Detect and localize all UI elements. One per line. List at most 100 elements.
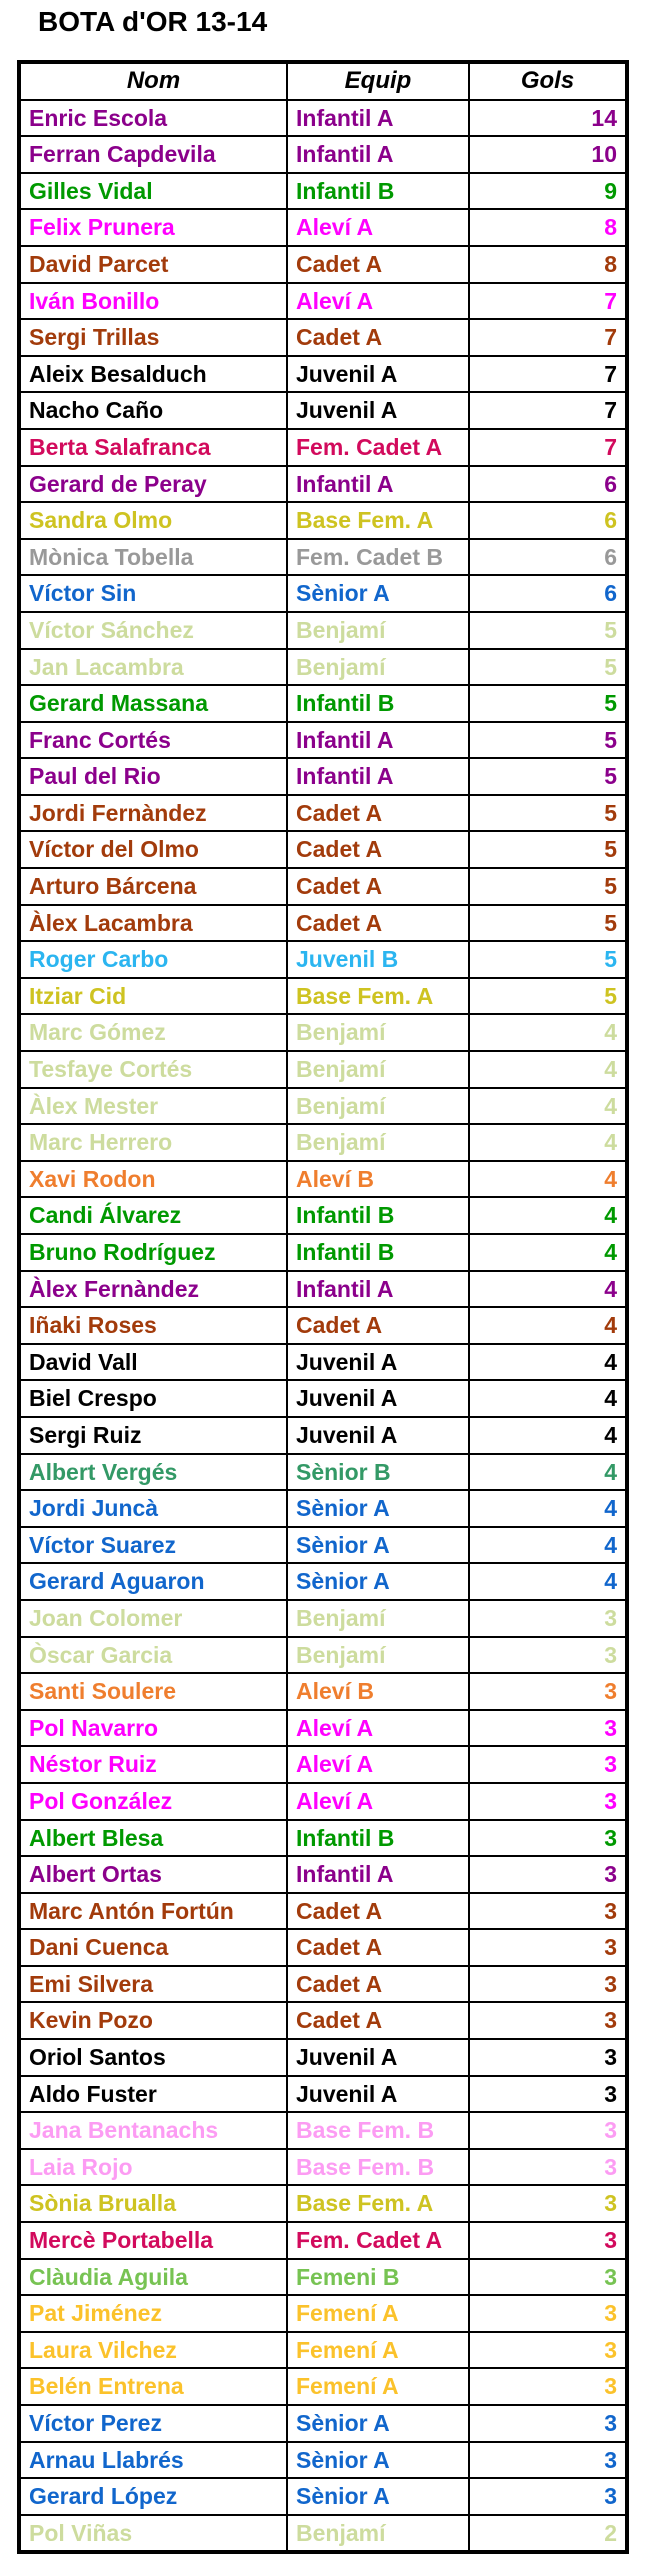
player-name-cell: Jana Bentanachs <box>18 2111 288 2150</box>
player-name-cell: Pol Viñas <box>18 2513 288 2554</box>
table-row: Marc Herrero Benjamí 4 <box>18 1123 628 1162</box>
goals-cell: 4 <box>468 1269 628 1309</box>
goals-cell: 3 <box>468 1745 628 1784</box>
header-row: Nom Equip Gols <box>18 61 628 101</box>
goals-cell: 3 <box>468 1891 628 1931</box>
player-name-cell: Víctor Suarez <box>18 1525 288 1565</box>
goals-cell: 5 <box>468 903 628 943</box>
table-row: Pol Viñas Benjamí 2 <box>18 2513 628 2554</box>
team-cell: Infantil B <box>286 1233 470 1272</box>
player-name-cell: Àlex Mester <box>18 1086 288 1126</box>
player-name-cell: Iván Bonillo <box>18 281 288 321</box>
table-row: Tesfaye Cortés Benjamí 4 <box>18 1050 628 1089</box>
player-name-cell: Santi Soulere <box>18 1672 288 1711</box>
player-name-cell: Víctor Sánchez <box>18 610 288 650</box>
player-name-cell: Marc Gómez <box>18 1013 288 1053</box>
team-cell: Sènior B <box>286 1452 470 1492</box>
goals-cell: 3 <box>468 2257 628 2297</box>
player-name-cell: Gerard López <box>18 2477 288 2516</box>
team-cell: Base Fem. B <box>286 2111 470 2150</box>
goals-cell: 5 <box>468 976 628 1016</box>
player-name-cell: Clàudia Aguila <box>18 2257 288 2297</box>
team-cell: Juvenil A <box>286 1342 470 1382</box>
team-cell: Sènior A <box>286 2440 470 2480</box>
player-name-cell: Aldo Fuster <box>18 2074 288 2114</box>
goals-cell: 3 <box>468 1598 628 1638</box>
player-name-cell: Pat Jiménez <box>18 2294 288 2333</box>
team-cell: Aleví A <box>286 281 470 321</box>
player-name-cell: Jordi Juncà <box>18 1489 288 1528</box>
goals-cell: 4 <box>468 1415 628 1455</box>
team-cell: Juvenil A <box>286 391 470 430</box>
goals-cell: 3 <box>468 1964 628 2004</box>
team-cell: Aleví B <box>286 1159 470 1199</box>
team-cell: Benjamí <box>286 647 470 687</box>
team-cell: Benjamí <box>286 1123 470 1162</box>
player-name-cell: Berta Salafranca <box>18 427 288 467</box>
player-name-cell: Paul del Rio <box>18 757 288 796</box>
team-cell: Fem. Cadet A <box>286 427 470 467</box>
player-name-cell: Roger Carbo <box>18 940 288 979</box>
goals-cell: 8 <box>468 208 628 247</box>
goals-cell: 3 <box>468 1928 628 1967</box>
team-cell: Femení A <box>286 2294 470 2333</box>
goals-cell: 3 <box>468 2038 628 2077</box>
goals-cell: 4 <box>468 1562 628 1601</box>
team-cell: Benjamí <box>286 1635 470 1675</box>
table-body: Enric Escola Infantil A 14 Ferran Capdevila… <box>18 98 628 2554</box>
team-cell: Cadet A <box>286 793 470 833</box>
team-cell: Infantil A <box>286 464 470 504</box>
team-cell: Infantil A <box>286 720 470 760</box>
goals-cell: 3 <box>468 2404 628 2443</box>
player-name-cell: Ferran Capdevila <box>18 135 288 174</box>
player-name-cell: Laia Rojo <box>18 2147 288 2187</box>
team-cell: Infantil B <box>286 1196 470 1235</box>
player-name-cell: Víctor del Olmo <box>18 830 288 870</box>
player-name-cell: Albert Blesa <box>18 1818 288 1858</box>
team-cell: Aleví A <box>286 1781 470 1821</box>
goals-cell: 4 <box>468 1452 628 1492</box>
team-cell: Benjamí <box>286 1598 470 1638</box>
team-cell: Infantil A <box>286 757 470 796</box>
team-cell: Juvenil B <box>286 940 470 979</box>
player-name-cell: Gerard de Peray <box>18 464 288 504</box>
player-name-cell: Pol Navarro <box>18 1708 288 1748</box>
goals-cell: 5 <box>468 867 628 906</box>
team-cell: Infantil A <box>286 135 470 174</box>
goals-cell: 3 <box>468 1635 628 1675</box>
player-name-cell: Sandra Olmo <box>18 501 288 540</box>
team-cell: Infantil A <box>286 98 470 138</box>
team-cell: Femeni B <box>286 2257 470 2297</box>
goals-cell: 4 <box>468 1306 628 1345</box>
team-cell: Sènior A <box>286 1562 470 1601</box>
